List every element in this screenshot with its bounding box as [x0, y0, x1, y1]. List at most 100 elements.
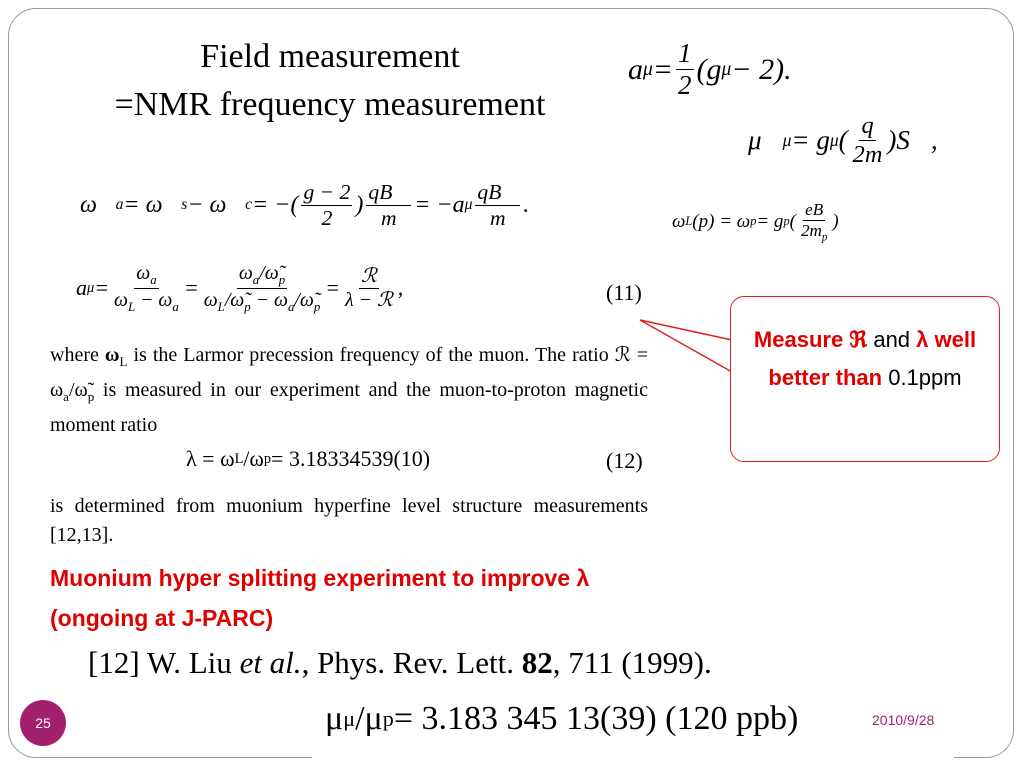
fraction: ωa ωL − ωa [112, 262, 181, 315]
title-line: Field measurement [200, 38, 460, 75]
text-run: ℛ [361, 264, 377, 287]
text-run: μ⃗ [748, 124, 783, 155]
subscript: L [119, 354, 128, 369]
subscript: μ [464, 196, 473, 214]
text-run: a [76, 275, 87, 301]
text-run: λ − ℛ [345, 288, 393, 311]
fraction: qB⃗ m [475, 180, 521, 231]
text-run: /μ [355, 700, 383, 737]
numerator: qB⃗ [475, 180, 521, 206]
text-run: 2 [678, 70, 692, 101]
text-run: = [183, 275, 199, 301]
subscript: a [115, 196, 124, 214]
title-line: =NMR frequency measurement [114, 86, 546, 123]
callout: Measure ℜ and λ well better than 0.1ppm [730, 296, 1000, 462]
text-run: 2m [800, 220, 822, 240]
fraction: qB⃗ m [366, 180, 412, 231]
numerator: eB [803, 200, 826, 221]
denominator: m [379, 206, 399, 231]
subscript: μ [343, 706, 356, 731]
text-run: /ω̃ [259, 262, 279, 284]
text-run: ω [672, 210, 686, 232]
bold-run: 82 [521, 645, 553, 680]
text-run: /ω [243, 446, 264, 471]
subscript: L [217, 299, 225, 314]
text-run: a [628, 52, 643, 86]
text-run: m [490, 205, 506, 230]
text-run: where [50, 344, 105, 366]
subscript: a [150, 272, 157, 287]
text-run: ) [355, 191, 364, 218]
fraction: q 2m [851, 112, 885, 169]
equation-number: (12) [606, 448, 643, 473]
bold-run: ω [104, 344, 120, 366]
text-run: = [652, 52, 674, 86]
subscript: L [128, 299, 136, 314]
denominator: 2m [851, 141, 885, 169]
numerator: ℛ [359, 265, 379, 289]
text-run: = g [791, 124, 830, 155]
denominator: ωL/ω̃p − ωa/ω̃p [202, 289, 323, 315]
subscript: p [263, 450, 272, 467]
numerator: ωa/ω̃p [236, 262, 288, 289]
subscript: L [234, 450, 244, 467]
paper-paragraph: is determined from muonium hyperfine lev… [50, 495, 648, 546]
subscript: a [172, 299, 179, 314]
text-run: = ω⃗ [123, 191, 182, 218]
text-run: [12] W. Liu [88, 645, 240, 680]
numerator: 1 [676, 38, 694, 71]
text-run: m [381, 205, 397, 230]
equation: ω⃗ a = ω⃗ s − ω⃗ c = −(g − 2 2) qB⃗ m = −a μ qB… [80, 180, 529, 231]
text-run: is the Larmor precession frequency of th… [50, 344, 648, 401]
text-run: qB⃗ [368, 180, 410, 204]
text-run: − 2). [731, 52, 792, 86]
numerator: ωa [134, 262, 159, 289]
subscript: μ [782, 129, 792, 150]
text-run: = 3.183 345 13(39) (120 ppb) [393, 700, 799, 737]
numerator: g − 2 [301, 180, 353, 206]
text-run: is measured in our experiment and the mu… [50, 379, 648, 436]
highlight-line: Muonium hyper splitting experiment to im… [50, 565, 590, 591]
subscript: μ [643, 58, 653, 80]
callout-text: 0.1ppm [882, 365, 962, 390]
text-run: 2m [852, 140, 883, 168]
equation-number: (11) [606, 280, 642, 305]
subscript: μ [829, 129, 839, 150]
text-run: λ = ω [186, 446, 235, 471]
text-run: = g [756, 210, 784, 232]
callout-text: and [867, 327, 917, 352]
subscript: p [244, 299, 251, 314]
callout-text: Measure ℜ [753, 327, 868, 352]
subscript: μ [721, 58, 732, 80]
text-run: g − 2 [303, 180, 351, 204]
text-run: q [861, 112, 874, 139]
denominator: 2 [676, 70, 694, 101]
subscript: p [313, 299, 321, 314]
equation-box [312, 690, 954, 768]
subscript: p [87, 389, 95, 404]
date: 2010/9/28 [872, 712, 935, 728]
text-run: = −( [252, 191, 299, 218]
equation: μ⃗ μ = g μ(q 2m)S⃗, [748, 112, 938, 169]
subscript: p [750, 214, 757, 229]
text-run: eB [805, 200, 824, 219]
text-run: 2 [321, 205, 333, 230]
text-run: 1 [678, 38, 692, 68]
subscript: p [783, 214, 790, 229]
subscript: μ [87, 279, 95, 296]
denominator: ωL − ωa [112, 289, 181, 315]
text-run: (p) = ω [692, 210, 751, 232]
text-run: = 3.18334539(10) [271, 446, 431, 471]
text-run: (g [696, 52, 722, 86]
text-run: , [397, 275, 404, 301]
denominator: 2mp [799, 221, 829, 244]
fraction: eB 2mp [799, 200, 829, 244]
subscript: a [63, 389, 69, 404]
subscript: c [245, 196, 253, 214]
denominator: 2 [320, 206, 335, 231]
text-run: ( [838, 124, 848, 155]
subscript: a [252, 272, 260, 287]
